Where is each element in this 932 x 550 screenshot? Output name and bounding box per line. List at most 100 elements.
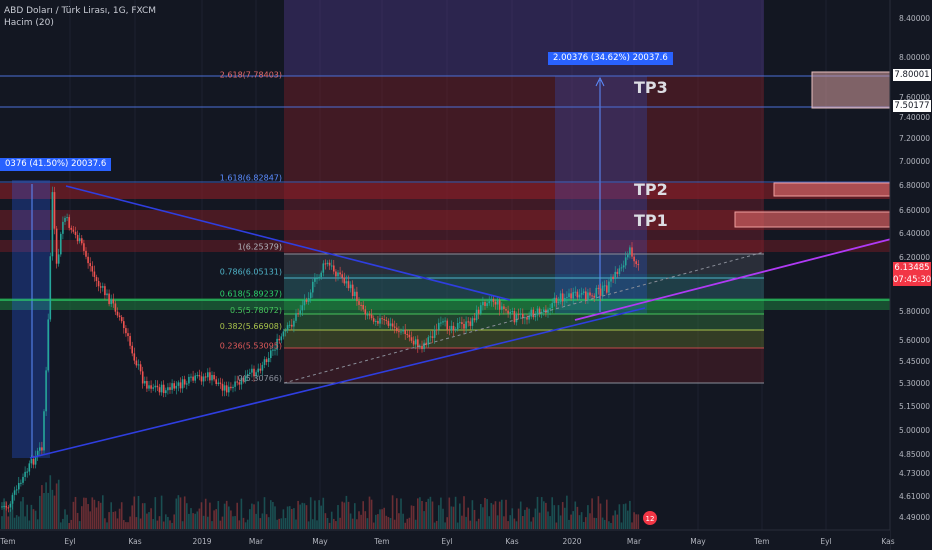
volume-bar bbox=[257, 501, 259, 529]
candle bbox=[297, 313, 299, 315]
candle bbox=[301, 305, 304, 311]
candle bbox=[13, 490, 16, 495]
volume-bar bbox=[549, 516, 551, 529]
volume-bar bbox=[286, 506, 289, 529]
candle bbox=[305, 299, 308, 302]
candle bbox=[114, 303, 117, 312]
falling-trendline bbox=[65, 185, 511, 301]
candle bbox=[108, 293, 110, 305]
volume-bar bbox=[55, 483, 58, 529]
candle bbox=[482, 302, 484, 306]
volume-bar bbox=[320, 505, 322, 529]
volume-bar bbox=[564, 507, 566, 529]
volume-bar bbox=[183, 496, 186, 529]
candle bbox=[553, 297, 556, 304]
candle bbox=[41, 447, 43, 451]
volume-bar bbox=[295, 519, 297, 529]
candle bbox=[270, 350, 272, 358]
candle bbox=[547, 309, 549, 313]
volume-bar bbox=[162, 521, 165, 529]
candle bbox=[593, 295, 595, 298]
fib-level-label: 0.618(5.89237) bbox=[220, 290, 282, 299]
candle bbox=[372, 318, 375, 322]
candle bbox=[284, 330, 287, 332]
x-tick-label: Eyl bbox=[820, 537, 831, 546]
candle bbox=[349, 284, 352, 289]
y-tick-label: 7.40000 bbox=[899, 113, 930, 122]
volume-bar bbox=[635, 514, 637, 529]
volume-bar bbox=[299, 504, 301, 529]
volume-bar bbox=[72, 501, 75, 529]
candle bbox=[375, 320, 377, 322]
volume-bar bbox=[219, 520, 222, 529]
candle bbox=[74, 231, 77, 236]
fib-level-label: 1(6.25379) bbox=[238, 243, 282, 252]
volume-bar bbox=[213, 510, 215, 529]
candle bbox=[261, 364, 264, 371]
volume-bar bbox=[312, 519, 314, 529]
events-icon[interactable] bbox=[643, 511, 657, 525]
volume-bar bbox=[335, 521, 337, 529]
volume-bar bbox=[452, 506, 455, 529]
candle bbox=[200, 376, 203, 382]
candle bbox=[291, 324, 293, 327]
candle bbox=[589, 292, 591, 296]
volume-bar bbox=[110, 502, 112, 529]
candle bbox=[591, 295, 593, 297]
y-tick-label: 5.45000 bbox=[899, 357, 930, 366]
volume-bar bbox=[580, 512, 583, 529]
volume-bar bbox=[76, 512, 79, 529]
candle bbox=[160, 384, 163, 393]
volume-bar bbox=[150, 508, 152, 529]
candle bbox=[358, 301, 360, 305]
volume-bar bbox=[534, 508, 537, 529]
volume-bar bbox=[26, 504, 28, 529]
candle bbox=[249, 372, 251, 374]
candle bbox=[293, 320, 295, 327]
candle bbox=[400, 331, 402, 333]
candle bbox=[423, 342, 425, 350]
candle bbox=[53, 192, 56, 229]
candle bbox=[267, 357, 270, 363]
volume-bar bbox=[188, 513, 190, 529]
volume-bar bbox=[9, 509, 12, 529]
volume-bar bbox=[13, 517, 16, 529]
target-boxes bbox=[734, 71, 891, 228]
candle bbox=[486, 303, 488, 306]
volume-bar bbox=[400, 498, 402, 529]
time-axis[interactable] bbox=[0, 530, 890, 550]
volume-bar bbox=[326, 517, 329, 529]
candle bbox=[582, 291, 585, 294]
candle bbox=[1, 506, 3, 508]
candle bbox=[438, 322, 440, 330]
candle bbox=[148, 385, 150, 389]
candle bbox=[309, 292, 312, 299]
candle bbox=[383, 319, 385, 321]
candle bbox=[564, 298, 566, 302]
volume-bar bbox=[318, 500, 320, 529]
svg-text:12: 12 bbox=[646, 515, 655, 523]
volume-bar bbox=[253, 504, 255, 529]
volume-bar bbox=[561, 502, 564, 529]
candle bbox=[488, 301, 490, 304]
candle bbox=[490, 298, 493, 302]
candle bbox=[64, 217, 66, 222]
candle bbox=[597, 287, 600, 289]
candle bbox=[99, 286, 102, 288]
candle bbox=[574, 291, 577, 293]
volume-bar bbox=[108, 512, 110, 529]
candle bbox=[150, 385, 152, 389]
volume-bar bbox=[118, 508, 121, 529]
candle bbox=[36, 450, 39, 456]
candle bbox=[85, 250, 87, 257]
x-tick-label: Mar bbox=[249, 537, 264, 546]
volume-bar bbox=[171, 522, 173, 529]
candle bbox=[517, 314, 520, 316]
candle bbox=[528, 316, 530, 320]
candle bbox=[396, 327, 398, 332]
volume-bar bbox=[547, 511, 549, 529]
candle bbox=[318, 277, 320, 279]
candle bbox=[26, 471, 28, 473]
candle bbox=[465, 321, 467, 329]
